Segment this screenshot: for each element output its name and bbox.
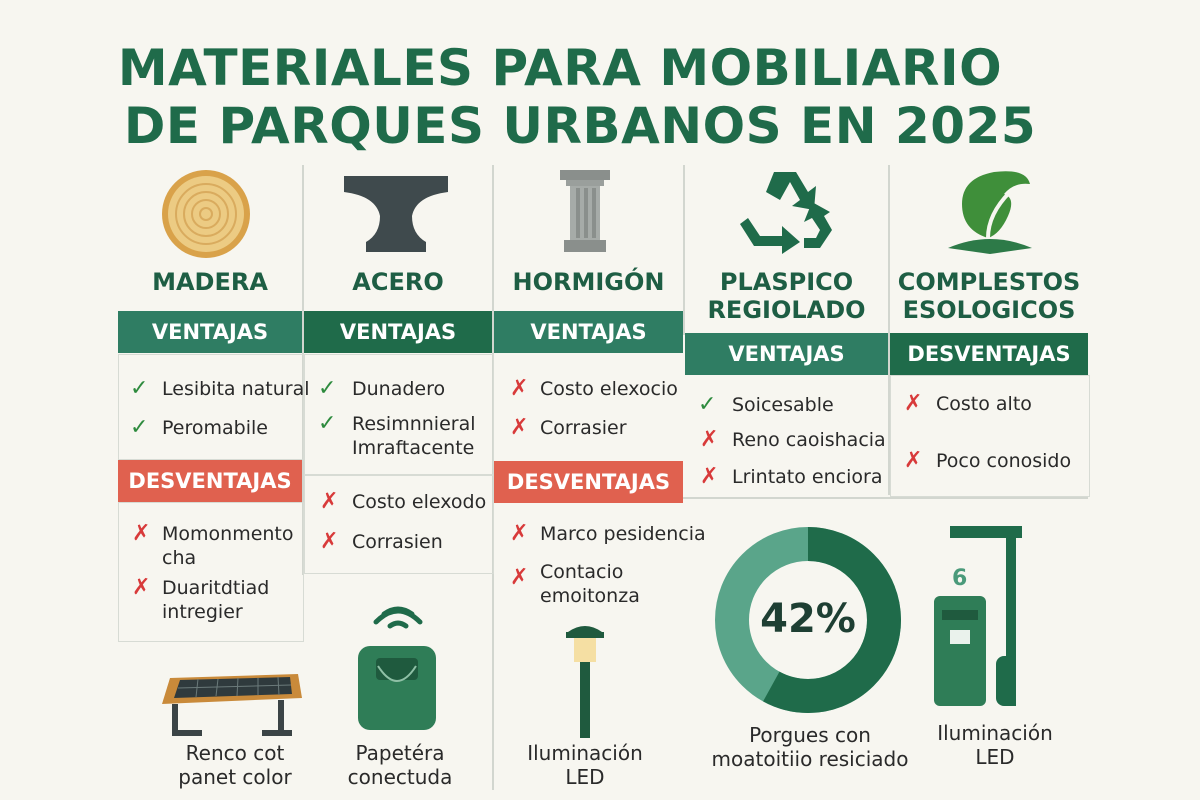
divider — [683, 497, 1088, 499]
advantage-item: Reno caoishacia — [732, 429, 886, 451]
advantage-item: Resimnnieral Imraftacente — [352, 413, 476, 459]
cross-icon: ✗ — [510, 415, 529, 440]
led-lamp-icon — [560, 620, 610, 744]
charger-caption-1: Iluminación — [937, 721, 1053, 745]
donut-caption-2: moatoitiio resiciado — [711, 747, 909, 771]
bin-caption-2: conectuda — [347, 765, 453, 789]
disadvantage-item: Costo elexodo — [352, 491, 487, 513]
leaf-icon — [944, 164, 1036, 260]
material-name-complestos: COMPLESTOS — [897, 268, 1081, 296]
page-title-line-1: MATERIALES PARA MOBILIARIO — [117, 39, 1003, 97]
station-digit: 6 — [952, 566, 968, 591]
bin-caption-1: Papetéra — [355, 741, 445, 765]
desventajas-box — [890, 375, 1090, 497]
cross-icon: ✗ — [904, 448, 923, 473]
material-name-esologicos: ESOLOGICOS — [902, 296, 1076, 324]
divider — [683, 165, 685, 335]
check-icon: ✓ — [130, 415, 149, 440]
ventajas-band: VENTAJAS — [685, 333, 888, 375]
solar-bench-icon — [158, 668, 304, 744]
material-name-plaspico: PLASPICO — [719, 268, 854, 296]
concrete-pillar-icon — [558, 168, 612, 258]
desventajas-band: DESVENTAJAS — [890, 333, 1088, 375]
advantage-item: Peromabile — [162, 417, 268, 439]
cross-icon: ✗ — [904, 391, 923, 416]
disadvantage-item: Corrasien — [352, 531, 443, 553]
ventajas-band: VENTAJAS — [304, 311, 492, 353]
advantage-item: Corrasier — [540, 417, 627, 439]
advantage-item: Costo elexocio — [540, 378, 678, 400]
page-title-line-2: DE PARQUES URBANOS EN 2025 — [123, 97, 1037, 155]
cross-icon: ✗ — [700, 427, 719, 452]
cross-icon: ✗ — [320, 529, 339, 554]
material-name-hormigon: HORMIGÓN — [512, 268, 665, 296]
charging-station-icon — [930, 522, 1030, 716]
donut-percent-label: 42% — [760, 596, 856, 642]
cross-icon: ✗ — [320, 489, 339, 514]
disadvantage-item: Poco conosido — [936, 450, 1072, 472]
ventajas-box — [304, 354, 494, 476]
smart-bin-icon — [352, 600, 442, 734]
divider — [888, 165, 890, 495]
cross-icon: ✗ — [510, 565, 529, 590]
lamp-caption-1: Iluminación — [527, 741, 643, 765]
check-icon: ✓ — [318, 376, 337, 401]
disadvantage-item: Contacio emoitonza — [540, 561, 640, 607]
check-icon: ✓ — [130, 376, 149, 401]
desventajas-band: DESVENTAJAS — [118, 460, 302, 502]
steel-beam-icon — [342, 172, 450, 260]
cross-icon: ✗ — [132, 575, 151, 600]
material-name-acero: ACERO — [352, 268, 444, 296]
advantage-item: Lesibita natural — [162, 378, 310, 400]
charger-caption-2: LED — [975, 745, 1015, 769]
cross-icon: ✗ — [510, 376, 529, 401]
disadvantage-item: Marco pesidencia — [540, 523, 706, 545]
desventajas-band: DESVENTAJAS — [494, 461, 683, 503]
recycled-percent-donut — [713, 525, 903, 719]
desventajas-box — [304, 474, 494, 574]
disadvantage-item: Duaritdtiad intregier — [162, 577, 270, 623]
advantage-item: Dunadero — [352, 378, 446, 400]
check-icon: ✓ — [698, 392, 717, 417]
cross-icon: ✗ — [132, 521, 151, 546]
check-icon: ✓ — [318, 411, 337, 436]
disadvantage-item: Costo alto — [936, 393, 1032, 415]
advantage-item: Lrintato enciora — [732, 466, 883, 488]
material-name-madera: MADERA — [152, 268, 268, 296]
ventajas-box — [118, 354, 304, 460]
recycle-icon — [738, 166, 834, 258]
cross-icon: ✗ — [510, 521, 529, 546]
advantage-item: Soicesable — [732, 394, 834, 416]
donut-caption-1: Porgues con — [749, 723, 871, 747]
bench-caption-2: panet color — [178, 765, 292, 789]
material-name-regiolado: REGIOLADO — [707, 296, 866, 324]
ventajas-band: VENTAJAS — [494, 311, 683, 353]
bench-caption-1: Renco cot — [185, 741, 285, 765]
ventajas-band: VENTAJAS — [118, 311, 302, 353]
wood-log-icon — [160, 168, 252, 264]
disadvantage-item: Momonmento cha — [162, 523, 294, 569]
lamp-caption-2: LED — [565, 765, 605, 789]
cross-icon: ✗ — [700, 464, 719, 489]
desventajas-box — [118, 502, 304, 642]
